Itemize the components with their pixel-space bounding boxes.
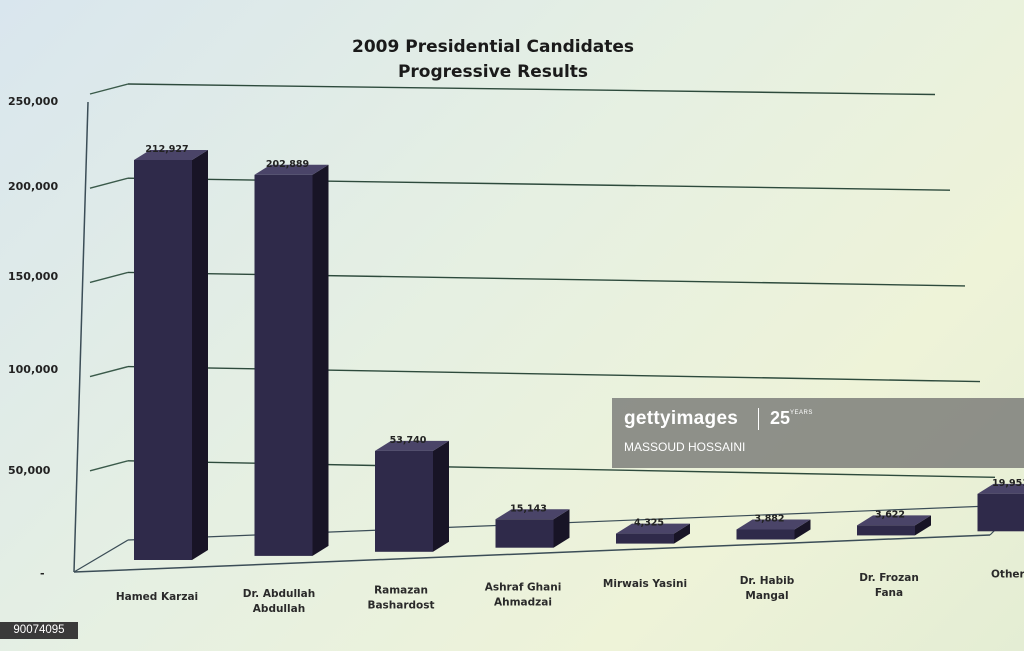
bar-top — [736, 519, 811, 530]
data-label: 4,325 — [634, 518, 664, 529]
y-tick-label: 150,000 — [8, 270, 58, 283]
axes — [73, 101, 1021, 573]
data-label: 19,951 — [992, 478, 1024, 489]
watermark-badge-text: YEARS — [790, 410, 813, 416]
chart-title-line-1: 2009 Presidential Candidates — [352, 37, 634, 57]
bar-8 — [977, 483, 1024, 532]
gridline-3 — [127, 271, 966, 287]
x-category-labels: Hamed Karzai Dr. Abdullah Abdullah Ramazan B… — [116, 569, 1024, 615]
bar-front — [736, 529, 795, 540]
bar-1 — [134, 150, 208, 560]
data-label: 15,143 — [510, 503, 547, 514]
watermark-anniversary-badge: 25YEARS — [770, 408, 813, 429]
x-axis-front — [73, 534, 991, 573]
y-tick-label: - — [40, 567, 45, 580]
x-category-label: Fana — [875, 587, 903, 599]
x-category-label: Bashardost — [367, 600, 434, 612]
x-category-label: Others — [991, 569, 1024, 581]
x-category-label: Ashraf Ghani — [485, 581, 562, 593]
y-tick-label: 200,000 — [8, 180, 58, 193]
watermark-brand: gettyimages — [624, 408, 739, 429]
bar-front — [616, 533, 674, 544]
x-category-label: Dr. Habib — [740, 575, 795, 587]
y-tick-label: 100,000 — [8, 363, 58, 376]
bars — [134, 150, 1024, 560]
data-label: 3,882 — [754, 514, 784, 525]
watermark-badge-number: 25 — [770, 408, 791, 428]
image-id-label: 90074095 — [0, 622, 78, 639]
data-label: 3,622 — [875, 509, 905, 520]
bar-side — [674, 523, 690, 544]
gridline-diag-2 — [89, 365, 129, 378]
gridline-4 — [127, 177, 951, 191]
bar-side — [553, 509, 570, 548]
gridline-diag-5 — [89, 83, 129, 95]
watermark-divider — [758, 408, 759, 430]
bar-front — [495, 519, 554, 548]
bar-top — [134, 150, 208, 160]
x-category-label: Dr. Abdullah — [243, 588, 315, 600]
bar-top — [857, 515, 931, 526]
y-tick-labels: - 50,000 100,000 150,000 200,000 250,000 — [8, 95, 58, 580]
bar-side — [433, 440, 449, 552]
y-tick-label: 50,000 — [8, 464, 51, 477]
bar-side — [915, 515, 931, 536]
bar-front — [857, 525, 915, 536]
x-category-label: Mangal — [745, 590, 788, 602]
y-axis — [73, 101, 89, 573]
bar-side — [794, 519, 811, 540]
gridline-diag-3 — [89, 271, 129, 284]
bar-front — [254, 174, 313, 556]
chart-title: 2009 Presidential Candidates Progressive … — [352, 37, 634, 82]
gridline-diag-1 — [89, 460, 129, 472]
bar-front — [134, 160, 192, 560]
gridline-5 — [127, 83, 936, 96]
bar-side — [312, 164, 329, 556]
bar-6 — [736, 519, 811, 540]
bar-4 — [495, 509, 570, 548]
gridline-diag-4 — [89, 177, 129, 189]
x-category-label: Dr. Frozan — [859, 572, 919, 584]
x-category-label: Ramazan — [374, 585, 428, 597]
bar-7 — [857, 515, 931, 536]
chart-title-line-2: Progressive Results — [398, 62, 588, 82]
bar-top — [495, 509, 570, 520]
data-label: 53,740 — [390, 435, 427, 446]
data-labels: 212,927 202,889 53,740 15,143 4,325 3,882 3,62… — [145, 144, 1024, 529]
bar-front — [977, 493, 1024, 532]
x-category-label: Abdullah — [253, 603, 305, 615]
getty-watermark: gettyimages 25YEARS MASSOUD HOSSAINI — [612, 398, 1024, 468]
x-category-label: Ahmadzai — [494, 596, 552, 608]
watermark-credit: MASSOUD HOSSAINI — [624, 440, 746, 454]
floor-left-edge — [73, 539, 129, 573]
y-tick-label: 250,000 — [8, 95, 58, 108]
bar-top — [616, 523, 690, 534]
bar-top — [977, 483, 1024, 494]
bar-side — [192, 150, 208, 560]
bar-5 — [616, 523, 690, 544]
data-label: 212,927 — [145, 144, 188, 155]
bar-top — [375, 440, 449, 451]
bar-3 — [375, 440, 449, 552]
data-label: 202,889 — [266, 159, 309, 170]
bar-top — [254, 164, 329, 175]
bar-2 — [254, 164, 329, 556]
bar-front — [375, 450, 433, 552]
x-category-label: Mirwais Yasini — [603, 578, 687, 590]
x-category-label: Hamed Karzai — [116, 591, 198, 603]
